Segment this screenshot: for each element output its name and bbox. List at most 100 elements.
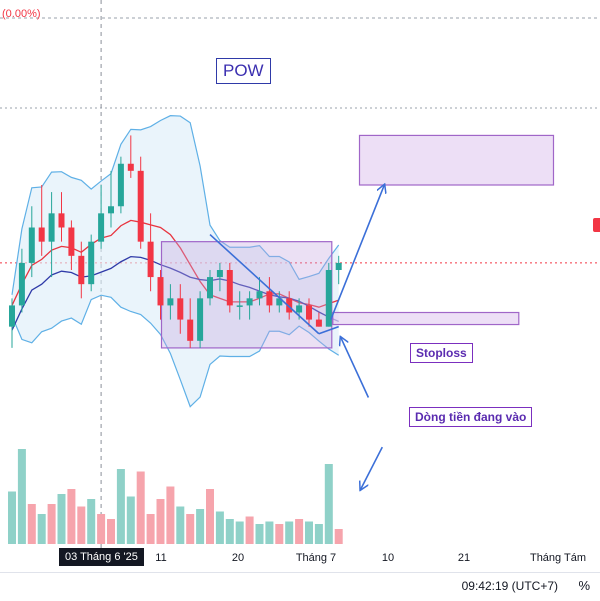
target-zone (358, 134, 555, 186)
status-bar: 09:42:19 (UTC+7) % (0, 572, 600, 601)
volume-bar (265, 521, 274, 544)
candle-body (58, 213, 65, 228)
candle-body (315, 319, 322, 327)
volume-bar (77, 506, 86, 544)
volume-bar (255, 524, 264, 544)
volume-bar (324, 464, 333, 544)
crosshair-date-label: 03 Tháng 6 '25 (59, 548, 144, 566)
candle-body (236, 305, 243, 307)
last-price-marker (593, 218, 600, 232)
candle-body (335, 262, 342, 270)
money-flow-label[interactable]: Dòng tiền đang vào (409, 407, 533, 427)
volume-bar (136, 471, 145, 544)
candle-body (187, 319, 194, 341)
trend-down-line (209, 233, 320, 335)
candle-body (306, 305, 312, 320)
volume-bar (47, 504, 56, 544)
candle-body (127, 163, 134, 171)
volume-bar (146, 514, 155, 544)
candle-body (216, 270, 223, 278)
volume-bar (67, 489, 76, 544)
annotation-arrows-layer (209, 185, 385, 490)
time-axis-tick-label: 20 (232, 552, 244, 564)
volume-bar (166, 486, 175, 544)
volume-bar (57, 494, 66, 544)
candle-body (256, 291, 263, 299)
candle-body (167, 298, 174, 306)
volume-bar (97, 514, 106, 544)
candle-body (108, 206, 114, 214)
candle-body (18, 262, 25, 306)
volume-bar (126, 496, 135, 544)
candle-body (117, 163, 124, 207)
time-axis-tick-label: Tháng 7 (296, 552, 336, 564)
candle-body (98, 213, 105, 242)
volume-bar (17, 449, 26, 544)
bollinger-bands-layer (11, 115, 340, 408)
chart-canvas[interactable]: 11 20 Tháng 7 10 21 Tháng Tám (0, 0, 600, 572)
clock-readout: 09:42:19 (UTC+7) (461, 579, 558, 593)
candle-body (157, 277, 164, 306)
trend-turn-line (318, 325, 339, 335)
breakout-arrow (330, 185, 385, 320)
candle-body (226, 270, 233, 306)
stoploss-label[interactable]: Stoploss (410, 343, 473, 363)
slow-moving-average-line (11, 255, 339, 331)
percent-toggle-button[interactable]: % (578, 578, 590, 593)
bollinger-fill (12, 115, 339, 407)
candle-body (286, 298, 293, 313)
candle-body (38, 227, 45, 242)
time-axis-layer: 11 20 Tháng 7 10 21 Tháng Tám (155, 552, 586, 564)
volume-bar (186, 514, 195, 544)
volume-bar (116, 469, 125, 544)
volume-bar (206, 489, 214, 544)
time-axis-tick-label: 21 (458, 552, 470, 564)
volume-bar (176, 506, 185, 544)
candle-body (9, 305, 15, 327)
candle-body (88, 241, 95, 285)
volume-bar (225, 519, 234, 544)
volume-bar (215, 511, 224, 544)
volume-bar (295, 519, 304, 544)
volume-bar (196, 509, 205, 544)
time-axis-tick-label: Tháng Tám (530, 552, 586, 564)
bollinger-lower-line (11, 294, 340, 408)
candle-body (177, 298, 184, 320)
top-change-label: (0.00%) (2, 8, 41, 20)
volume-bar (305, 521, 313, 544)
chart-title-label[interactable]: POW (216, 58, 271, 84)
candle-body (325, 270, 332, 327)
candles-layer (9, 135, 342, 348)
volume-bar (334, 529, 343, 544)
stoploss-arrow (341, 337, 370, 398)
candle-body (28, 227, 35, 263)
volume-bar (107, 519, 115, 544)
candle-body (276, 298, 283, 306)
time-axis-tick-label: 11 (155, 552, 166, 564)
volume-bar (314, 524, 323, 544)
volume-bar (37, 514, 46, 544)
bollinger-upper-line (11, 115, 340, 295)
candle-body (197, 298, 204, 341)
candle-body (296, 305, 303, 313)
annotation-zones-layer (160, 134, 555, 349)
candle-body (48, 213, 55, 242)
candle-body (78, 255, 85, 285)
consolidation-zone (160, 241, 333, 349)
volume-bar (27, 504, 36, 544)
candle-body (147, 241, 154, 278)
volume-bar (235, 521, 244, 544)
candle-body (137, 170, 144, 242)
time-axis-tick-label: 10 (382, 552, 394, 564)
volume-bar (156, 499, 165, 544)
volume-bars-layer (8, 449, 343, 544)
support-zone (332, 311, 520, 326)
volume-bar (8, 491, 16, 544)
volume-bar (285, 521, 294, 544)
money-flow-arrow (361, 446, 384, 490)
candle-body (266, 291, 273, 306)
volume-bar (275, 524, 284, 544)
volume-bar (245, 516, 254, 544)
candle-body (207, 277, 213, 299)
